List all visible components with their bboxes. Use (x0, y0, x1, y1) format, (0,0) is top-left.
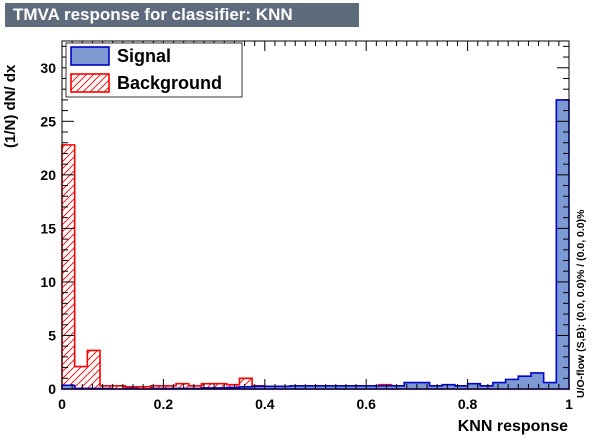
signal-bar (239, 386, 253, 389)
legend-signal-label: Signal (117, 46, 171, 66)
y-tick-label: 25 (40, 113, 56, 129)
y-axis-label: (1/N) dN/ dx (2, 64, 19, 148)
signal-bar (328, 385, 341, 389)
y-axis-label-wrap: (1/N) dN/ dx (2, 65, 22, 149)
signal-bar (543, 382, 557, 389)
background-bar (201, 383, 215, 389)
signal-bar (277, 386, 291, 389)
overflow-label: U/O-flow (S,B): (0.0, 0.0)% / (0.0, 0.0)… (575, 209, 587, 398)
background-bar (176, 383, 189, 389)
signal-bar (454, 385, 468, 389)
chart-title: TMVA response for classifier: KNN (5, 3, 359, 27)
signal-bar (290, 385, 303, 389)
x-tick-label: 0.8 (458, 396, 478, 412)
signal-bar (378, 385, 392, 389)
legend-signal-swatch (70, 46, 110, 66)
background-bar (74, 366, 88, 389)
x-tick-label: 0 (58, 396, 66, 412)
background-bar (100, 385, 113, 389)
signal-bar (505, 379, 519, 389)
y-tick-label: 20 (40, 167, 56, 183)
x-axis-label: KNN response (457, 418, 568, 435)
background-bar (112, 385, 126, 389)
signal-bar (492, 382, 506, 389)
overflow-label-wrap: U/O-flow (S,B): (0.0, 0.0)% / (0.0, 0.0)… (575, 210, 589, 399)
y-tick-label: 0 (48, 381, 56, 397)
signal-bar (252, 386, 265, 389)
signal-bar (467, 383, 481, 389)
signal-bar (404, 382, 417, 389)
signal-bar (264, 386, 278, 389)
signal-bar (518, 376, 531, 389)
legend-background-swatch (70, 73, 110, 93)
signal-bar (530, 372, 544, 389)
signal-series (61, 99, 570, 390)
background-bar (239, 378, 253, 389)
y-tick-label: 15 (40, 220, 56, 236)
background-bar (62, 144, 75, 389)
signal-bar (480, 385, 493, 389)
signal-bar (416, 382, 430, 389)
y-tick-label: 10 (40, 274, 56, 290)
x-tick-label: 1 (565, 396, 573, 412)
legend-background-label: Background (117, 73, 222, 93)
signal-bar (226, 387, 240, 389)
signal-bar (353, 385, 367, 389)
signal-bar (556, 99, 569, 390)
background-bar (188, 385, 202, 389)
background-outline (61, 144, 570, 390)
signal-bar (340, 385, 354, 389)
x-tick-label: 0.4 (255, 396, 275, 412)
background-bar (87, 350, 101, 389)
background-bar (138, 386, 151, 389)
signal-outline (61, 99, 570, 390)
signal-bar (366, 385, 379, 389)
background-bar (150, 385, 164, 389)
y-tick-label: 5 (48, 327, 56, 343)
signal-bar (315, 385, 329, 389)
signal-bar (429, 385, 443, 389)
background-bar (214, 383, 227, 389)
signal-bar (62, 385, 75, 389)
x-tick-label: 0.2 (154, 396, 174, 412)
legend: Signal Background (65, 42, 243, 98)
signal-bar (302, 385, 316, 389)
x-tick-label: 0.6 (356, 396, 376, 412)
signal-bar (391, 385, 405, 389)
signal-bar (442, 384, 455, 389)
y-tick-label: 30 (40, 60, 56, 76)
background-series (61, 144, 570, 390)
background-bar (163, 385, 177, 389)
